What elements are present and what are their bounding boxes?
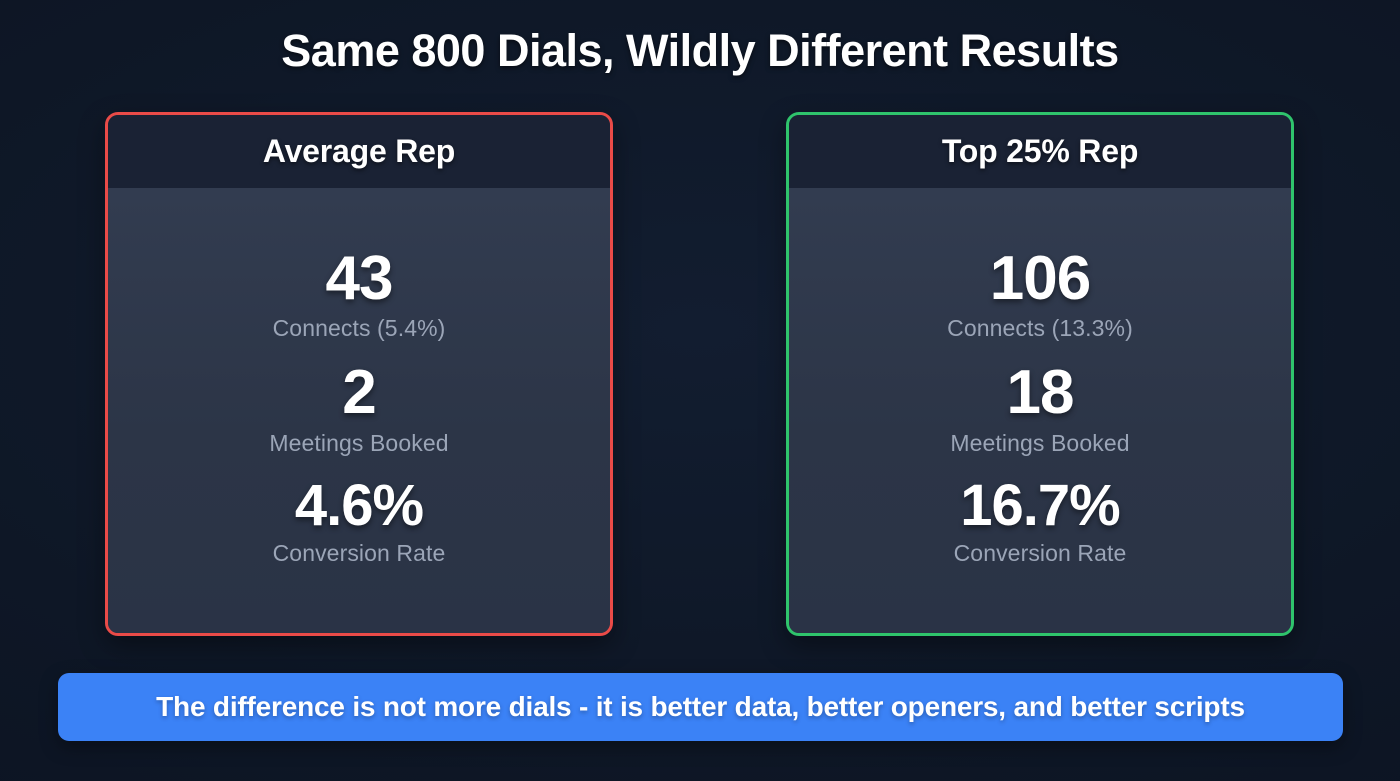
takeaway-banner: The difference is not more dials - it is… [58, 673, 1343, 741]
stat-value-conversion-top: 16.7% [960, 472, 1120, 538]
page-title: Same 800 Dials, Wildly Different Results [281, 25, 1119, 76]
stat-connects-average: 43 Connects (5.4%) [108, 237, 610, 352]
card-title-top-25-rep: Top 25% Rep [941, 133, 1139, 169]
stat-label-connects-average: Connects (5.4%) [272, 315, 446, 342]
stat-value-meetings-average: 2 [342, 358, 376, 428]
stat-value-meetings-top: 18 [1006, 358, 1075, 428]
card-average-rep: Average Rep 43 Connects (5.4%) 2 Meeting… [105, 112, 613, 636]
stat-connects-top: 106 Connects (13.3%) [789, 237, 1291, 352]
card-header-top-25-rep: Top 25% Rep [789, 115, 1291, 188]
takeaway-banner-text: The difference is not more dials - it is… [156, 691, 1245, 722]
stat-value-conversion-average: 4.6% [294, 472, 424, 538]
stat-label-conversion-average: Conversion Rate [272, 540, 446, 567]
stat-value-connects-top: 106 [989, 243, 1091, 313]
card-header-average-rep: Average Rep [108, 115, 610, 188]
stat-label-meetings-top: Meetings Booked [950, 429, 1130, 456]
stat-conversion-average: 4.6% Conversion Rate [108, 466, 610, 576]
stat-label-meetings-average: Meetings Booked [269, 429, 449, 456]
stat-meetings-top: 18 Meetings Booked [789, 351, 1291, 466]
card-top-25-rep: Top 25% Rep 106 Connects (13.3%) 18 Meet… [786, 112, 1294, 636]
card-body-top-25-rep: 106 Connects (13.3%) 18 Meetings Booked … [789, 188, 1291, 633]
comparison-cards: Average Rep 43 Connects (5.4%) 2 Meeting… [0, 112, 1400, 636]
stat-value-connects-average: 43 [325, 243, 394, 313]
card-title-average-rep: Average Rep [262, 133, 456, 169]
stat-label-conversion-top: Conversion Rate [953, 540, 1127, 567]
card-body-average-rep: 43 Connects (5.4%) 2 Meetings Booked 4.6… [108, 188, 610, 633]
stat-conversion-top: 16.7% Conversion Rate [789, 466, 1291, 576]
stat-meetings-average: 2 Meetings Booked [108, 351, 610, 466]
stat-label-connects-top: Connects (13.3%) [947, 315, 1133, 342]
